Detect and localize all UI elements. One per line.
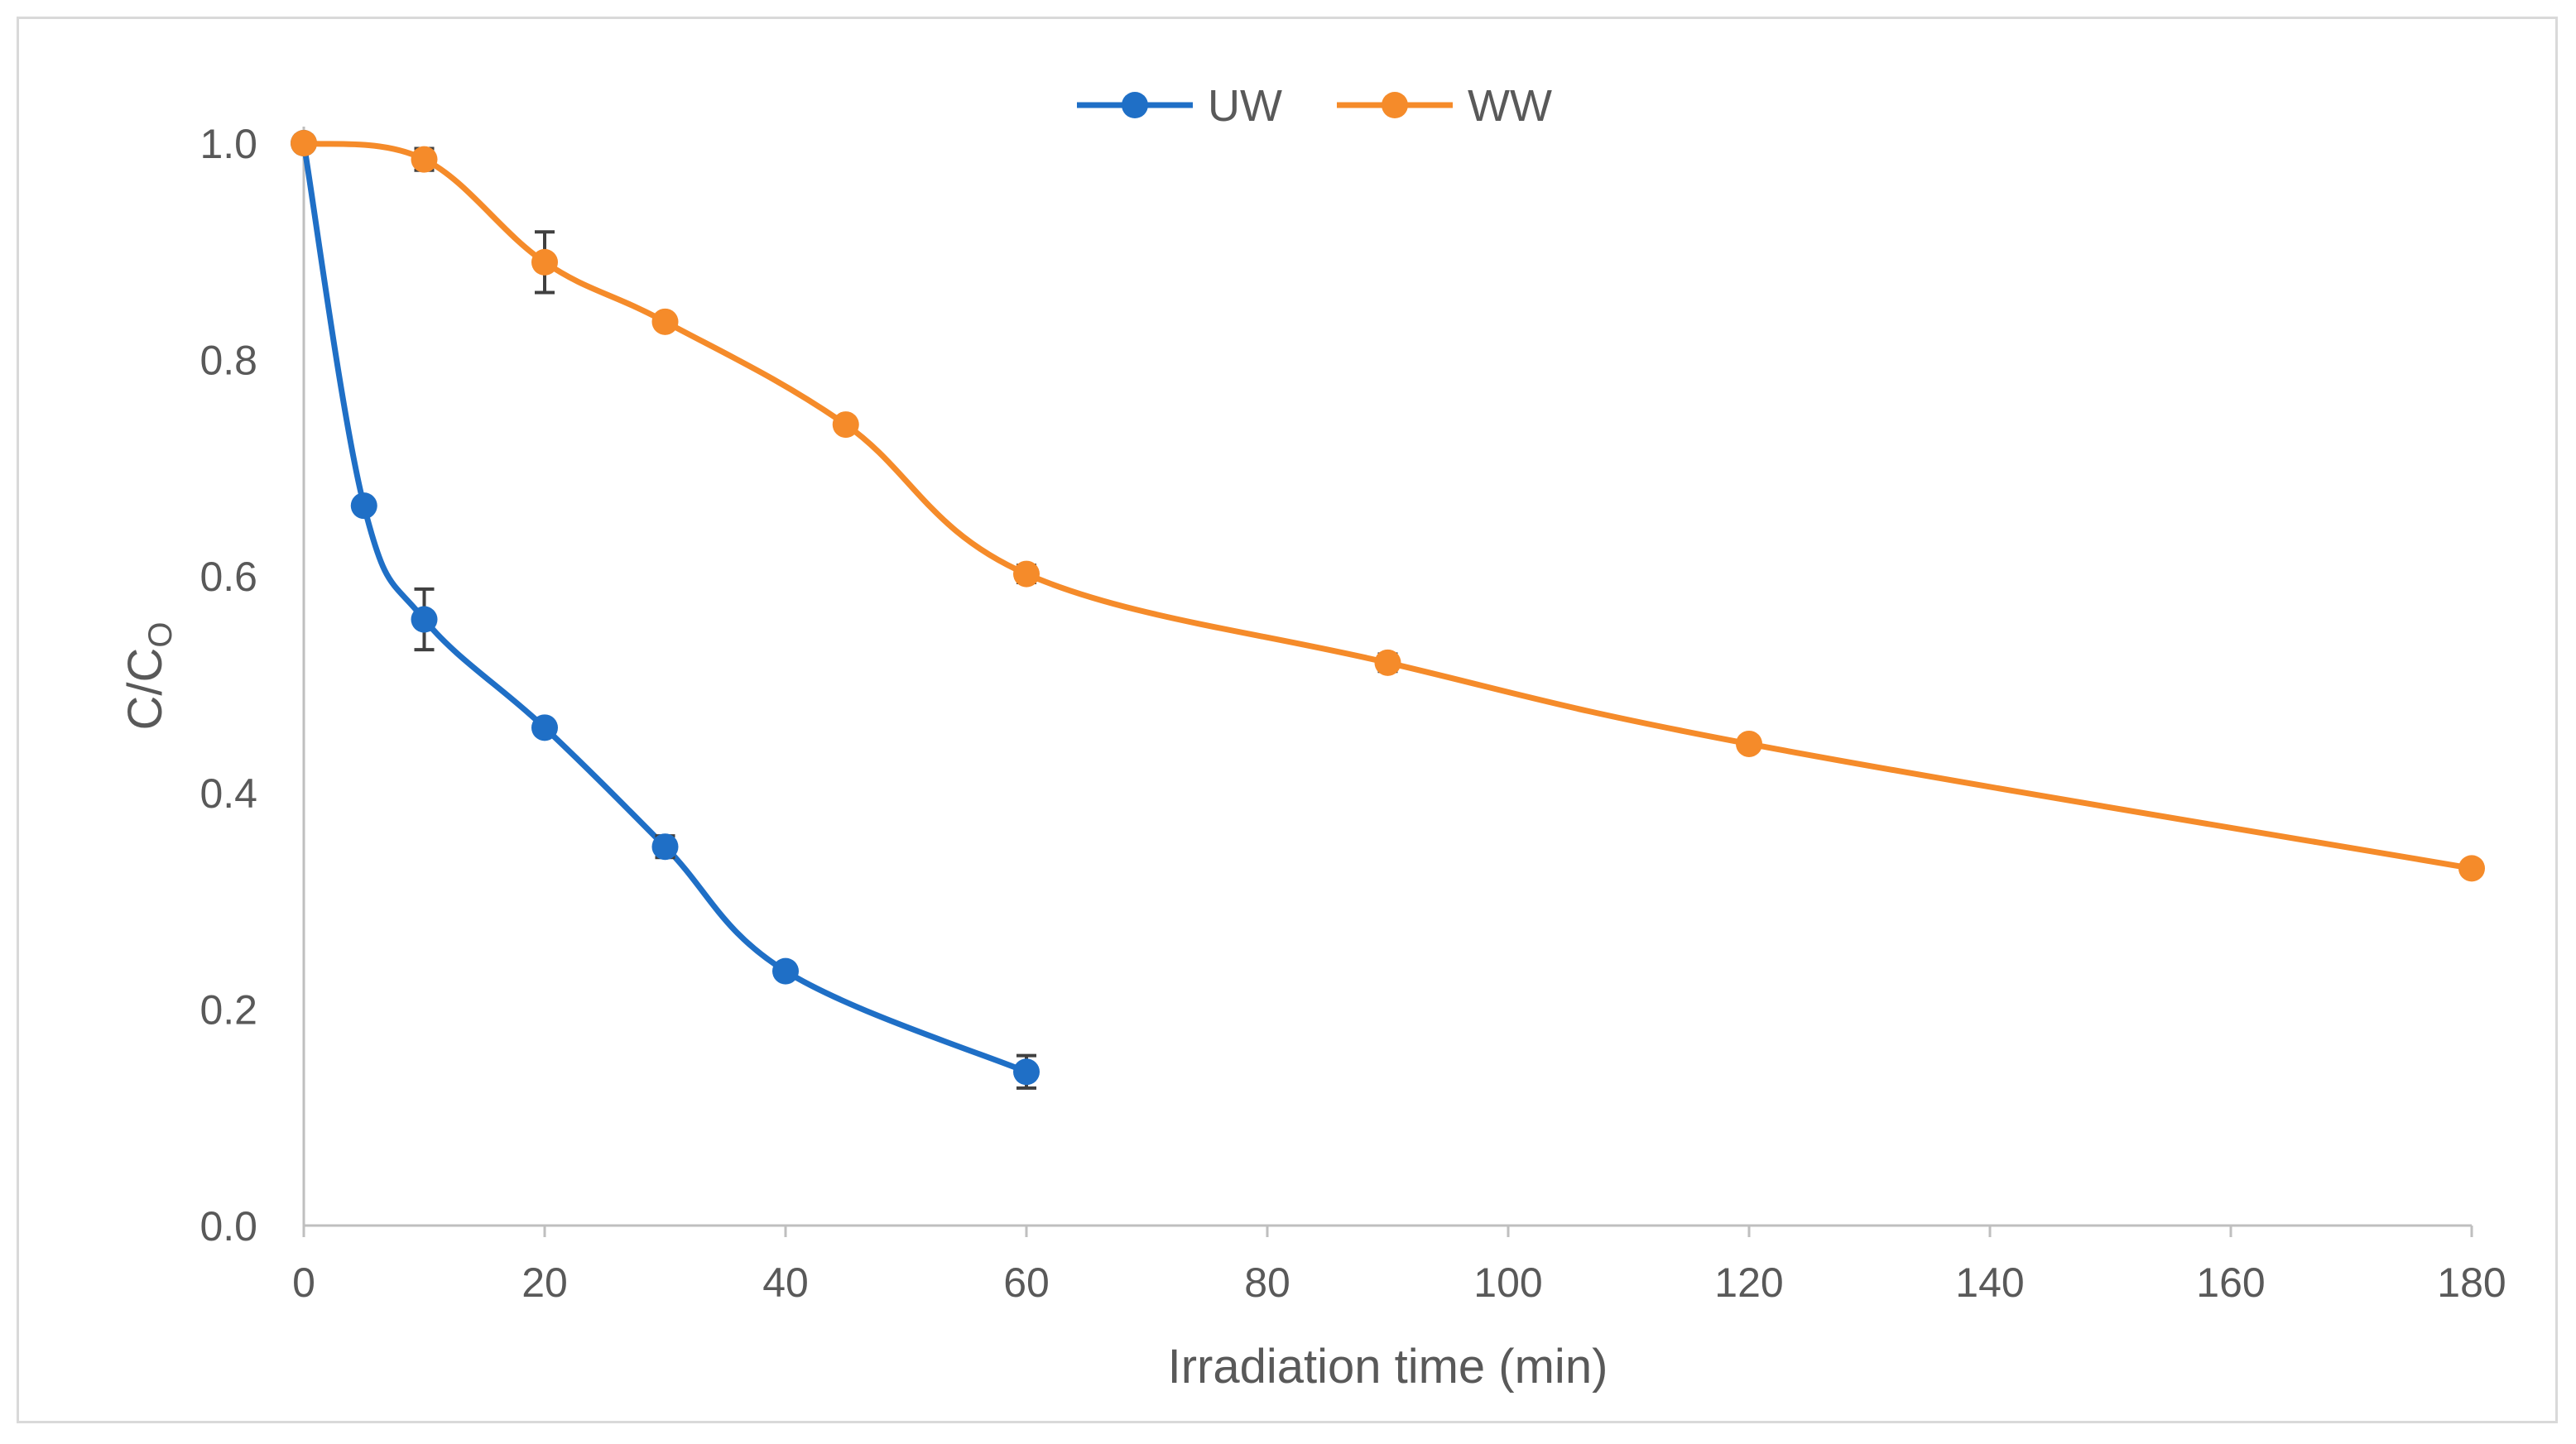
data-point-ww xyxy=(411,146,438,173)
data-point-uw xyxy=(531,714,558,741)
series-ww xyxy=(291,130,2485,882)
x-tick-label: 40 xyxy=(762,1259,809,1306)
data-point-ww xyxy=(1736,730,1762,757)
x-tick-label: 80 xyxy=(1244,1259,1290,1306)
data-point-uw xyxy=(350,492,377,520)
legend-marker-uw xyxy=(1122,92,1148,118)
y-tick-label: 0.8 xyxy=(199,338,257,384)
y-tick-label: 1.0 xyxy=(199,121,257,167)
data-point-ww xyxy=(531,248,558,276)
x-tick-label: 120 xyxy=(1714,1259,1783,1306)
y-axis-title-main: C/C xyxy=(118,648,172,731)
data-point-uw xyxy=(651,833,679,861)
data-point-ww xyxy=(832,411,859,439)
data-point-ww xyxy=(2458,855,2485,882)
y-tick-label: 0.4 xyxy=(199,770,257,817)
x-tick-label: 100 xyxy=(1473,1259,1542,1306)
line-chart: 0 20 40 60 80 100 120 140 160 180 0.0 0.2 0.4 0.6 0.8… xyxy=(118,81,2506,1394)
y-axis-title-subscript: O xyxy=(142,621,179,647)
data-point-ww xyxy=(1374,649,1401,676)
legend-item-uw: UW xyxy=(1077,81,1282,131)
y-tick-label: 0.0 xyxy=(199,1203,257,1250)
x-tick-label: 180 xyxy=(2437,1259,2506,1306)
data-point-uw xyxy=(411,606,438,633)
x-axis-title: Irradiation time (min) xyxy=(1168,1340,1608,1394)
data-point-ww xyxy=(291,130,317,156)
axes xyxy=(302,127,2472,1227)
x-tick-label: 20 xyxy=(521,1259,568,1306)
series-line-uw xyxy=(300,140,1030,1075)
y-axis-title-group: C/CO xyxy=(118,621,179,730)
x-tick-labels: 0 20 40 60 80 100 120 140 160 180 xyxy=(292,1226,2506,1306)
x-tick-label: 60 xyxy=(1003,1259,1050,1306)
x-tick-label: 160 xyxy=(2196,1259,2265,1306)
x-tick-label: 0 xyxy=(292,1259,315,1306)
x-tick-label: 140 xyxy=(1955,1259,2024,1306)
legend-label-uw: UW xyxy=(1208,81,1282,131)
chart-frame: 0 20 40 60 80 100 120 140 160 180 0.0 0.2 0.4 0.6 0.8… xyxy=(17,17,2558,1423)
legend-label-ww: WW xyxy=(1468,81,1552,131)
y-tick-label: 0.2 xyxy=(199,986,257,1033)
legend: UW WW xyxy=(1077,81,1552,131)
series-line-ww xyxy=(300,140,2475,871)
series-uw xyxy=(291,130,1040,1090)
data-point-uw xyxy=(772,957,799,985)
data-point-ww xyxy=(651,308,679,335)
series-group xyxy=(291,130,2485,1090)
y-tick-label: 0.6 xyxy=(199,554,257,600)
data-point-uw xyxy=(1013,1058,1040,1086)
y-tick-labels: 0.0 0.2 0.4 0.6 0.8 1.0 xyxy=(199,121,257,1250)
data-point-ww xyxy=(1013,560,1040,588)
legend-marker-ww xyxy=(1382,92,1408,118)
y-axis-title: C/CO xyxy=(118,621,179,730)
legend-item-ww: WW xyxy=(1337,81,1552,131)
